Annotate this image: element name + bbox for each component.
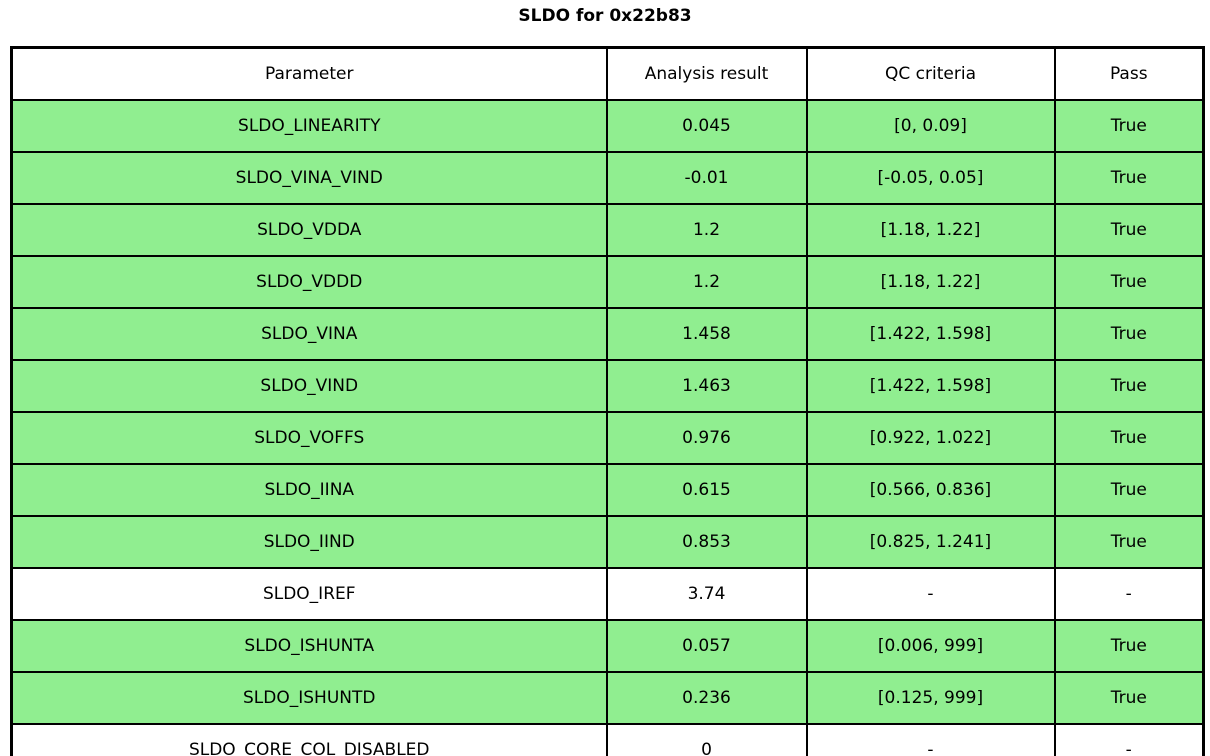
column-header-parameter: Parameter <box>10 46 608 101</box>
table-row: SLDO_ISHUNTD 0.236 [0.125, 999] True <box>10 671 1205 725</box>
qc-results-table: Parameter Analysis result QC criteria Pa… <box>10 46 1205 756</box>
parameter-cell: SLDO_VIND <box>10 359 608 413</box>
analysis-result-cell: 1.2 <box>605 203 808 257</box>
page-title: SLDO for 0x22b83 <box>518 6 692 26</box>
table-row: SLDO_VOFFS 0.976 [0.922, 1.022] True <box>10 411 1205 465</box>
pass-cell: True <box>1053 515 1205 569</box>
qc-criteria-cell: [1.18, 1.22] <box>805 203 1056 257</box>
analysis-result-cell: -0.01 <box>605 151 808 205</box>
parameter-cell: SLDO_IIND <box>10 515 608 569</box>
table-row: SLDO_IREF 3.74 - - <box>10 567 1205 621</box>
table-row: SLDO_IIND 0.853 [0.825, 1.241] True <box>10 515 1205 569</box>
parameter-cell: SLDO_CORE_COL_DISABLED <box>10 723 608 756</box>
qc-criteria-cell: [0.566, 0.836] <box>805 463 1056 517</box>
analysis-result-cell: 0.057 <box>605 619 808 673</box>
qc-criteria-cell: - <box>805 567 1056 621</box>
table-row: SLDO_LINEARITY 0.045 [0, 0.09] True <box>10 99 1205 153</box>
table-header-row: Parameter Analysis result QC criteria Pa… <box>10 46 1205 101</box>
parameter-cell: SLDO_ISHUNTA <box>10 619 608 673</box>
pass-cell: True <box>1053 99 1205 153</box>
column-header-analysis-result: Analysis result <box>605 46 808 101</box>
parameter-cell: SLDO_ISHUNTD <box>10 671 608 725</box>
parameter-cell: SLDO_VINA_VIND <box>10 151 608 205</box>
qc-criteria-cell: [0.922, 1.022] <box>805 411 1056 465</box>
analysis-result-cell: 3.74 <box>605 567 808 621</box>
analysis-result-cell: 0.236 <box>605 671 808 725</box>
table-row: SLDO_IINA 0.615 [0.566, 0.836] True <box>10 463 1205 517</box>
analysis-result-cell: 1.458 <box>605 307 808 361</box>
parameter-cell: SLDO_IINA <box>10 463 608 517</box>
analysis-result-cell: 0.045 <box>605 99 808 153</box>
pass-cell: True <box>1053 463 1205 517</box>
qc-criteria-cell: [-0.05, 0.05] <box>805 151 1056 205</box>
pass-cell: True <box>1053 151 1205 205</box>
parameter-cell: SLDO_IREF <box>10 567 608 621</box>
table-row: SLDO_VINA_VIND -0.01 [-0.05, 0.05] True <box>10 151 1205 205</box>
table-row: SLDO_VINA 1.458 [1.422, 1.598] True <box>10 307 1205 361</box>
analysis-result-cell: 1.2 <box>605 255 808 309</box>
analysis-result-cell: 0 <box>605 723 808 756</box>
analysis-result-cell: 0.853 <box>605 515 808 569</box>
qc-criteria-cell: [1.422, 1.598] <box>805 307 1056 361</box>
qc-criteria-cell: [0.006, 999] <box>805 619 1056 673</box>
qc-criteria-cell: [1.422, 1.598] <box>805 359 1056 413</box>
analysis-result-cell: 0.615 <box>605 463 808 517</box>
pass-cell: True <box>1053 411 1205 465</box>
table-row: SLDO_ISHUNTA 0.057 [0.006, 999] True <box>10 619 1205 673</box>
pass-cell: True <box>1053 203 1205 257</box>
pass-cell: True <box>1053 671 1205 725</box>
parameter-cell: SLDO_LINEARITY <box>10 99 608 153</box>
pass-cell: - <box>1053 723 1205 756</box>
table-row: SLDO_VDDA 1.2 [1.18, 1.22] True <box>10 203 1205 257</box>
analysis-result-cell: 0.976 <box>605 411 808 465</box>
qc-criteria-cell: [0.125, 999] <box>805 671 1056 725</box>
table-row: SLDO_VDDD 1.2 [1.18, 1.22] True <box>10 255 1205 309</box>
pass-cell: True <box>1053 255 1205 309</box>
pass-cell: True <box>1053 307 1205 361</box>
qc-criteria-cell: [0, 0.09] <box>805 99 1056 153</box>
pass-cell: - <box>1053 567 1205 621</box>
column-header-qc-criteria: QC criteria <box>805 46 1056 101</box>
qc-criteria-cell: [1.18, 1.22] <box>805 255 1056 309</box>
column-header-pass: Pass <box>1053 46 1205 101</box>
parameter-cell: SLDO_VOFFS <box>10 411 608 465</box>
parameter-cell: SLDO_VDDD <box>10 255 608 309</box>
table-row: SLDO_VIND 1.463 [1.422, 1.598] True <box>10 359 1205 413</box>
qc-criteria-cell: - <box>805 723 1056 756</box>
pass-cell: True <box>1053 359 1205 413</box>
parameter-cell: SLDO_VDDA <box>10 203 608 257</box>
table-row: SLDO_CORE_COL_DISABLED 0 - - <box>10 723 1205 756</box>
analysis-result-cell: 1.463 <box>605 359 808 413</box>
parameter-cell: SLDO_VINA <box>10 307 608 361</box>
qc-criteria-cell: [0.825, 1.241] <box>805 515 1056 569</box>
pass-cell: True <box>1053 619 1205 673</box>
